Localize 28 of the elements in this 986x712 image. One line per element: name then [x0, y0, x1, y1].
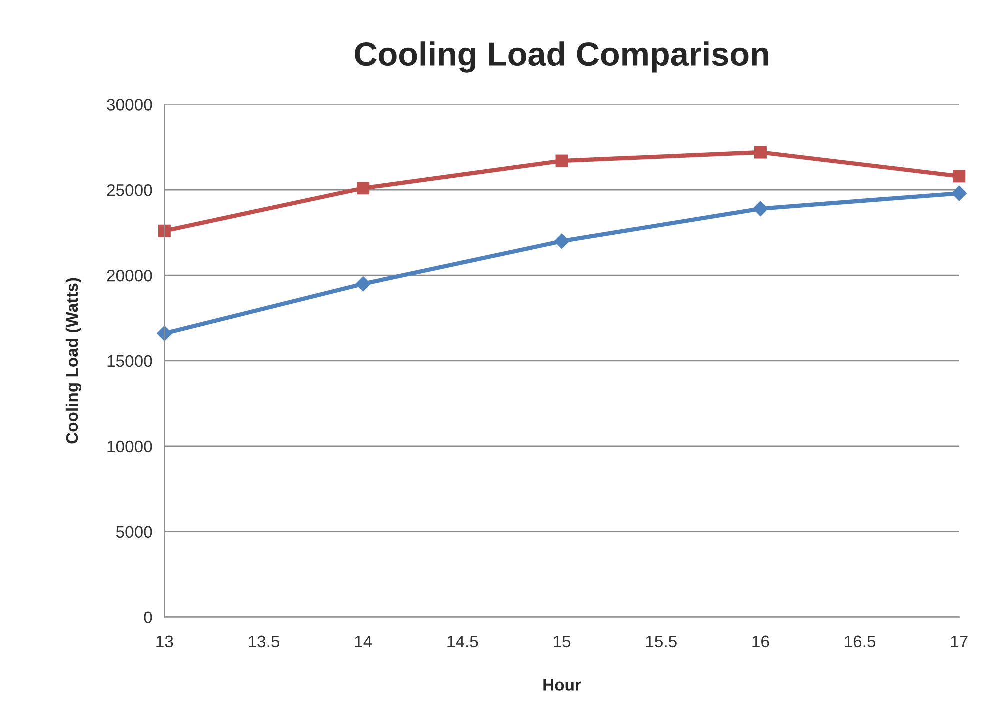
x-tick-label: 17 [951, 636, 968, 648]
y-tick-label: 10000 [108, 440, 152, 453]
y-tick-label: 30000 [107, 99, 152, 111]
point [355, 276, 372, 292]
point [158, 224, 171, 238]
y-axis-title: Cooling Load (Watts) [66, 278, 82, 444]
y-tick-label: 15000 [108, 355, 152, 368]
x-tick-label: 14.5 [448, 636, 478, 648]
point [554, 234, 570, 250]
point [752, 201, 769, 217]
x-axis-title: Hour [544, 679, 582, 691]
point [357, 182, 370, 195]
y-tick-label: 25000 [107, 184, 152, 196]
x-tick-label: 16.5 [845, 636, 876, 648]
x-tick-label: 16 [752, 636, 770, 648]
x-tick-label: 14 [355, 636, 372, 648]
y-tick-label: 5000 [116, 526, 152, 538]
chart-title: Cooling Load Comparison [355, 42, 768, 73]
x-tick-label: 15.5 [646, 636, 677, 648]
y-tick-label: 20000 [107, 270, 152, 282]
x-tick-label: 15 [554, 636, 571, 648]
x-tick-label: 13.5 [249, 636, 280, 648]
point [754, 146, 767, 159]
point [556, 154, 568, 168]
y-tick-label: 0 [144, 612, 152, 624]
x-tick-label: 13 [156, 636, 174, 648]
point [953, 170, 966, 183]
point [952, 186, 968, 202]
